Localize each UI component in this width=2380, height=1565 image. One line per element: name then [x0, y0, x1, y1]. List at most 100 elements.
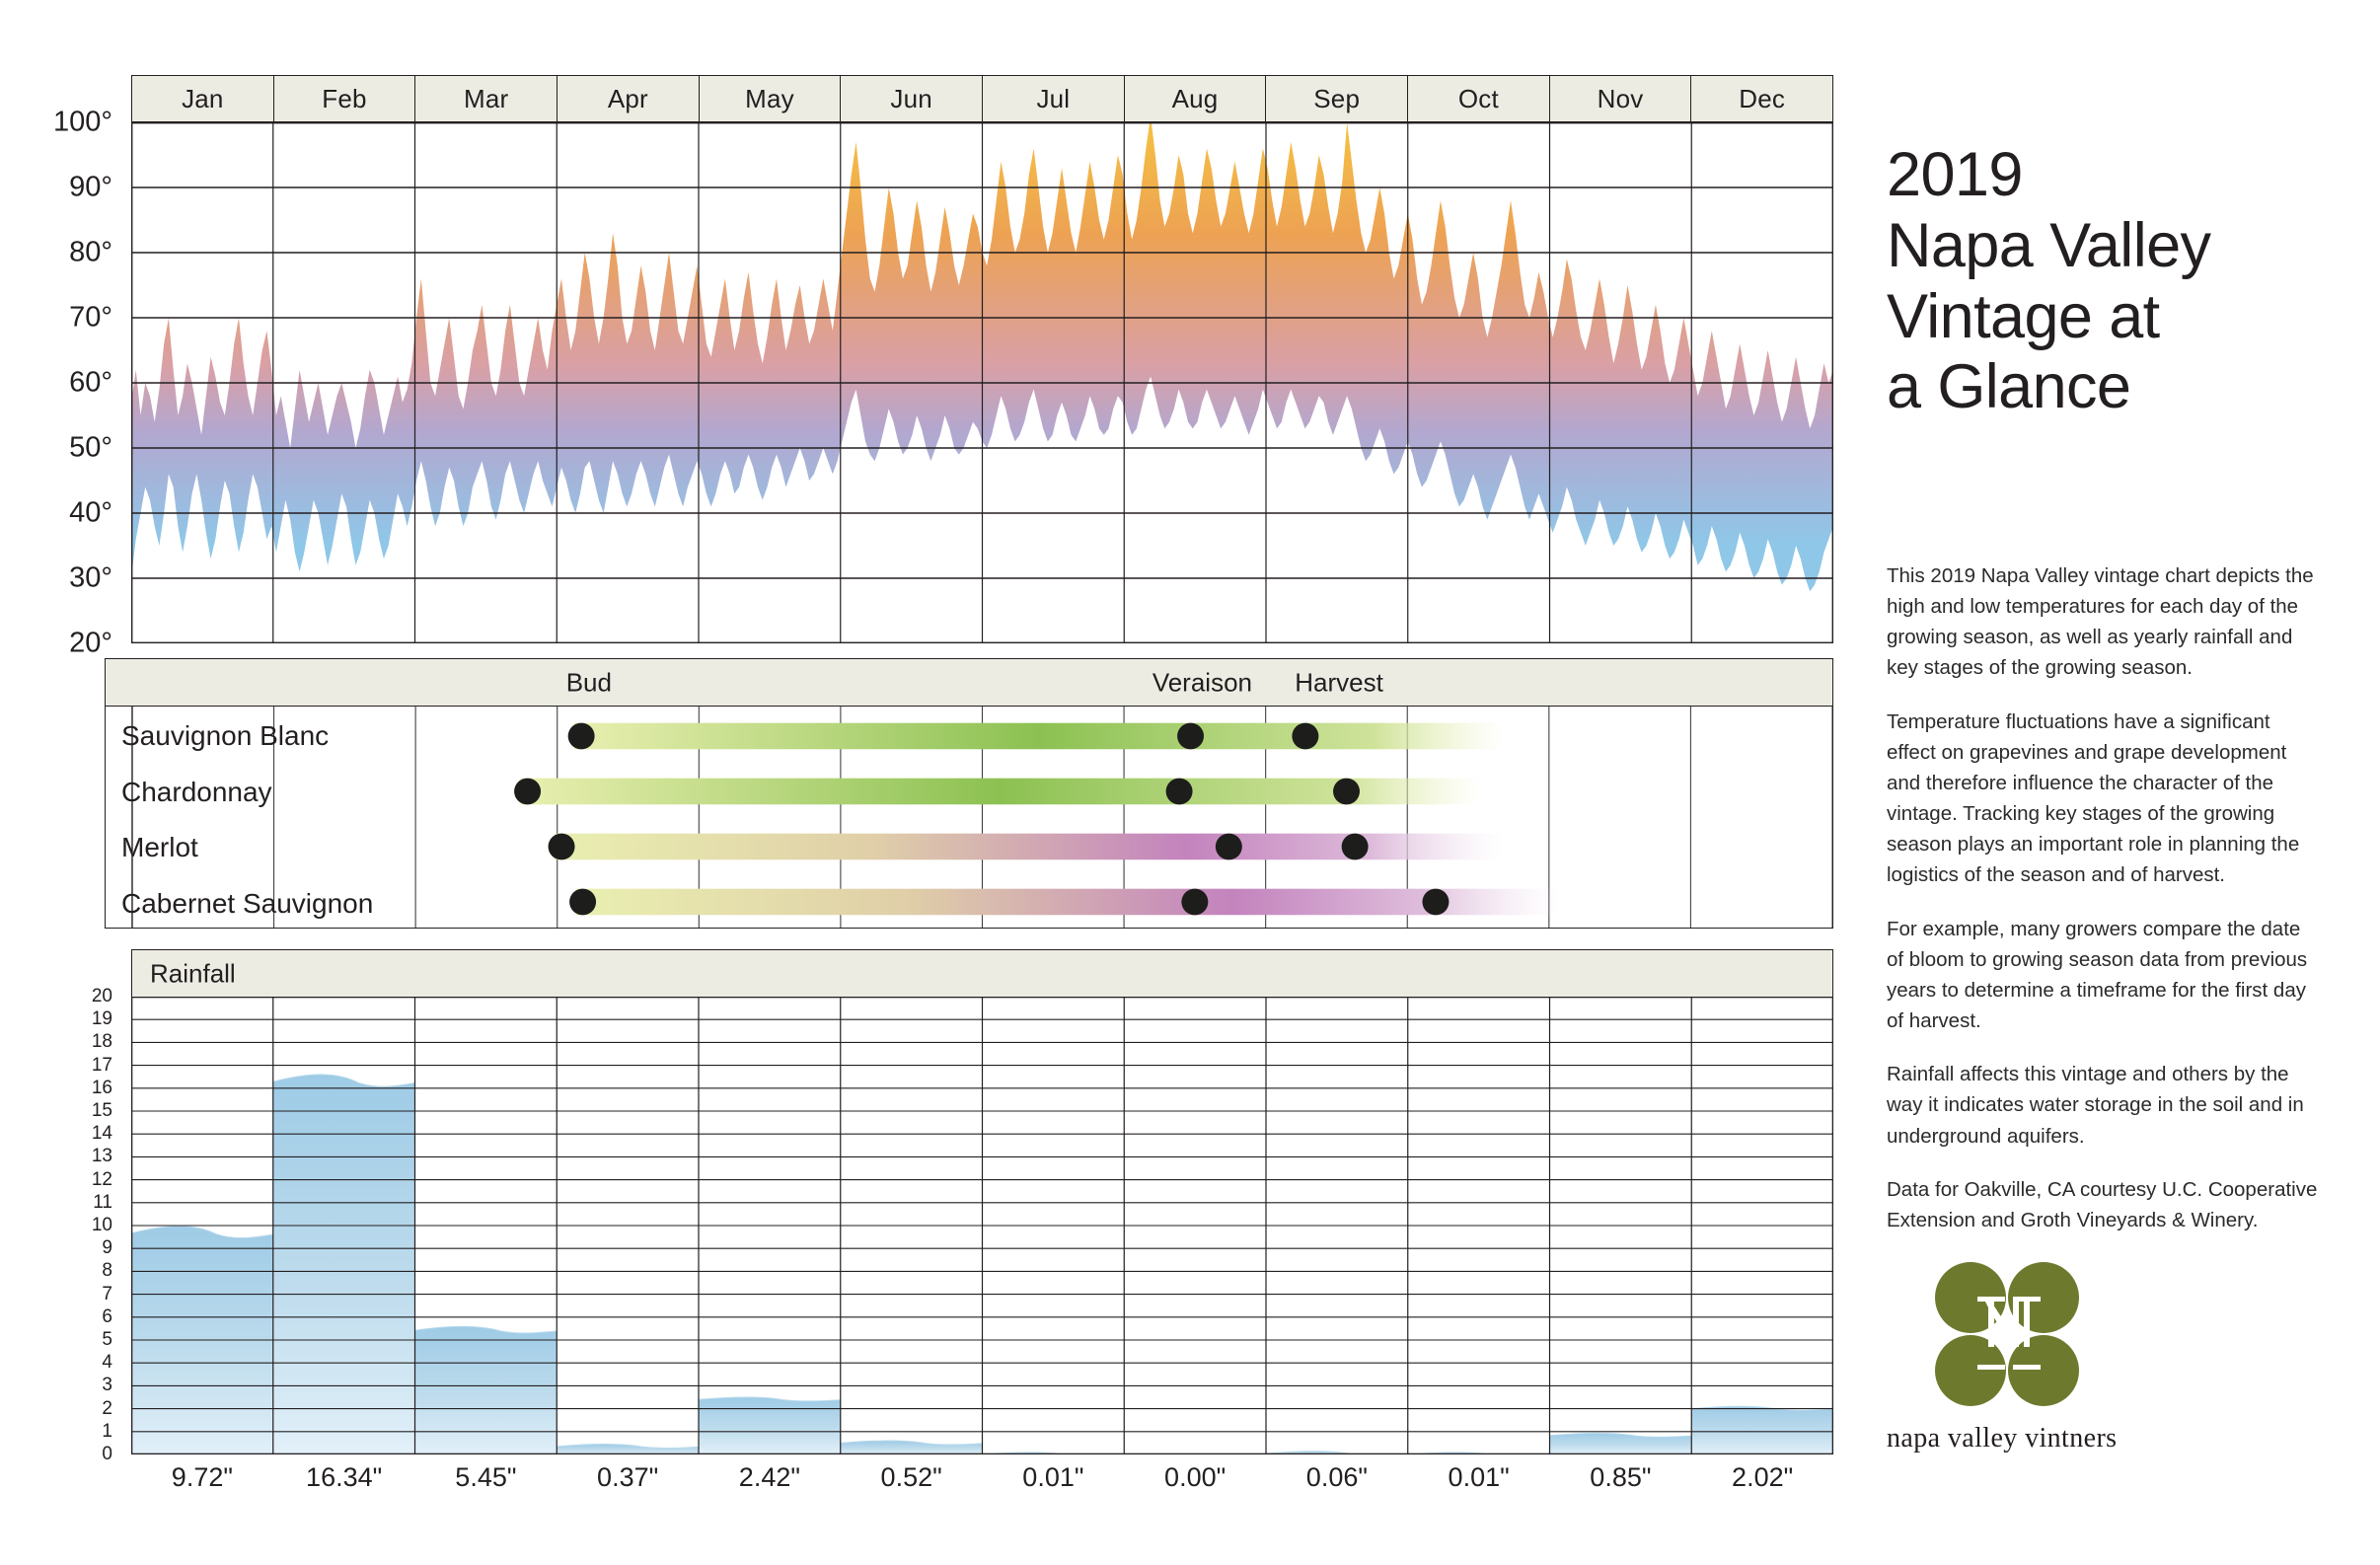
month-cell-mar: Mar: [415, 76, 558, 121]
rainfall-total-aug: 0.00": [1164, 1462, 1227, 1492]
stage-marker-bud: [569, 888, 597, 916]
stage-marker-harvest: [1292, 722, 1319, 750]
month-cell-sep: Sep: [1266, 76, 1409, 121]
rainfall-tick-19: 19: [91, 1008, 112, 1030]
rainfall-tick-20: 20: [91, 986, 112, 1006]
rainfall-bar-crest: [1549, 1432, 1692, 1454]
title-line-vintage-at: Vintage at: [1887, 281, 2160, 351]
rainfall-tick-2: 2: [102, 1397, 112, 1419]
stage-marker-veraison: [1165, 778, 1193, 805]
rainfall-total-may: 2.42": [738, 1462, 800, 1492]
title-line-year: 2019: [1887, 140, 2023, 209]
rainfall-tick-13: 13: [91, 1146, 112, 1167]
temp-tick-50: 50°: [69, 431, 112, 464]
variety-label-sauvignon-blanc: Sauvignon Blanc: [121, 720, 330, 752]
logo-monogram-stroke-2: [1985, 1302, 2019, 1347]
rainfall-total-jan: 9.72": [171, 1462, 233, 1492]
side-panel: 2019 Napa Valley Vintage at a Glance Thi…: [1887, 0, 2380, 1565]
growing-season-panel: Sauvignon Blanc Chardonnay Merlot Cabernet …: [105, 706, 1833, 929]
temp-tick-90: 90°: [69, 171, 112, 203]
temperature-y-axis: 100° 90° 80° 70° 60° 50° 40° 30° 20°: [0, 107, 126, 659]
growing-season-bar: [573, 722, 1504, 750]
rainfall-bar: [1691, 1406, 1833, 1454]
rainfall-tick-0: 0: [102, 1444, 112, 1464]
month-cell-oct: Oct: [1408, 76, 1550, 121]
rainfall-total-dec: 2.02": [1732, 1462, 1794, 1492]
month-cell-jan: Jan: [132, 76, 274, 121]
napa-valley-vintners-logo: napa valley vintners: [1887, 1261, 2212, 1454]
stage-marker-bud: [567, 722, 595, 750]
variety-label-chardonnay: Chardonnay: [121, 776, 272, 807]
charts-column: Jan Feb Mar Apr May Jun Jul Aug Sep Oct Nov Dec 100…: [0, 75, 1833, 1512]
growing-season-bar: [520, 778, 1481, 805]
stage-marker-veraison: [1177, 722, 1205, 750]
rainfall-chart: [131, 997, 1833, 1454]
rainfall-tick-15: 15: [91, 1100, 112, 1121]
rainfall-bar-crest: [982, 1452, 1125, 1454]
description-text: This 2019 Napa Valley vintage chart depi…: [1887, 560, 2319, 1258]
rainfall-tick-5: 5: [102, 1329, 112, 1350]
rainfall-total-oct: 0.01": [1448, 1462, 1510, 1492]
rainfall-total-jul: 0.01": [1022, 1462, 1084, 1492]
logo-petal-3: [1935, 1335, 2006, 1406]
rainfall-total-jun: 0.52": [880, 1462, 942, 1492]
logo-petal-4: [2008, 1335, 2079, 1406]
body-paragraph-5: Data for Oakville, CA courtesy U.C. Coop…: [1887, 1177, 2318, 1231]
stage-label-bud: Bud: [565, 667, 612, 697]
body-paragraph-1: This 2019 Napa Valley vintage chart depi…: [1887, 564, 2314, 680]
rainfall-tick-12: 12: [91, 1168, 112, 1190]
temp-tick-20: 20°: [69, 627, 112, 659]
clover-logo-icon: [1935, 1262, 2079, 1406]
rainfall-total-nov: 0.85": [1590, 1462, 1652, 1492]
logo-monogram-stroke-4: [1977, 1365, 2005, 1370]
rainfall-bar: [557, 1444, 699, 1454]
rainfall-bar-crest: [131, 1226, 274, 1454]
rainfall-bar-crest: [556, 1443, 700, 1454]
rainfall-tick-14: 14: [91, 1123, 112, 1145]
stage-label-veraison: Veraison: [1152, 667, 1252, 697]
rainfall-header: Rainfall: [131, 949, 1833, 997]
temp-tick-30: 30°: [69, 561, 112, 594]
variety-label-merlot: Merlot: [121, 832, 198, 863]
logo-monogram-stroke-1: [1977, 1297, 2005, 1347]
stage-marker-harvest: [1341, 833, 1369, 860]
rainfall-tick-17: 17: [91, 1054, 112, 1076]
stage-marker-bud: [548, 833, 575, 860]
rainfall-tick-11: 11: [93, 1191, 112, 1213]
body-paragraph-4: Rainfall affects this vintage and others…: [1887, 1063, 2304, 1148]
rainfall-tick-1: 1: [102, 1420, 112, 1442]
rainfall-tick-3: 3: [102, 1375, 112, 1396]
temp-tick-80: 80°: [69, 236, 112, 268]
rainfall-tick-6: 6: [102, 1305, 112, 1327]
rainfall-total-sep: 0.06": [1305, 1462, 1368, 1492]
month-cell-jun: Jun: [841, 76, 984, 121]
stage-marker-bud: [514, 778, 542, 805]
stage-label-harvest: Harvest: [1295, 667, 1383, 697]
month-cell-nov: Nov: [1550, 76, 1692, 121]
logo-monogram-stroke-5: [2013, 1365, 2041, 1370]
temp-tick-70: 70°: [69, 301, 112, 334]
rainfall-bar: [840, 1440, 983, 1454]
month-cell-feb: Feb: [274, 76, 416, 121]
rainfall-tick-4: 4: [102, 1352, 112, 1374]
body-paragraph-2: Temperature fluctuations have a signific…: [1887, 709, 2300, 887]
rainfall-tick-8: 8: [102, 1260, 112, 1282]
rainfall-totals-row: 9.72" 16.34" 5.45" 0.37" 2.42" 0.52" 0.01" 0.00…: [131, 1462, 1833, 1512]
body-paragraph-3: For example, many growers compare the da…: [1887, 917, 2308, 1033]
temp-tick-40: 40°: [69, 496, 112, 529]
stage-marker-veraison: [1181, 888, 1209, 916]
month-cell-may: May: [700, 76, 842, 121]
rainfall-total-feb: 16.34": [306, 1462, 383, 1492]
month-cell-aug: Aug: [1125, 76, 1267, 121]
rainfall-bar-crest: [1407, 1452, 1550, 1454]
variety-label-cabernet-sauvignon: Cabernet Sauvignon: [121, 887, 374, 919]
rainfall-tick-10: 10: [91, 1215, 112, 1235]
month-cell-apr: Apr: [558, 76, 700, 121]
logo-monogram-stroke-3: [2013, 1297, 2041, 1347]
rainfall-total-mar: 5.45": [455, 1462, 517, 1492]
stage-marker-harvest: [1333, 778, 1360, 805]
rainfall-bar: [699, 1396, 841, 1454]
rainfall-total-apr: 0.37": [597, 1462, 659, 1492]
title-line-napa-valley: Napa Valley: [1887, 210, 2211, 280]
